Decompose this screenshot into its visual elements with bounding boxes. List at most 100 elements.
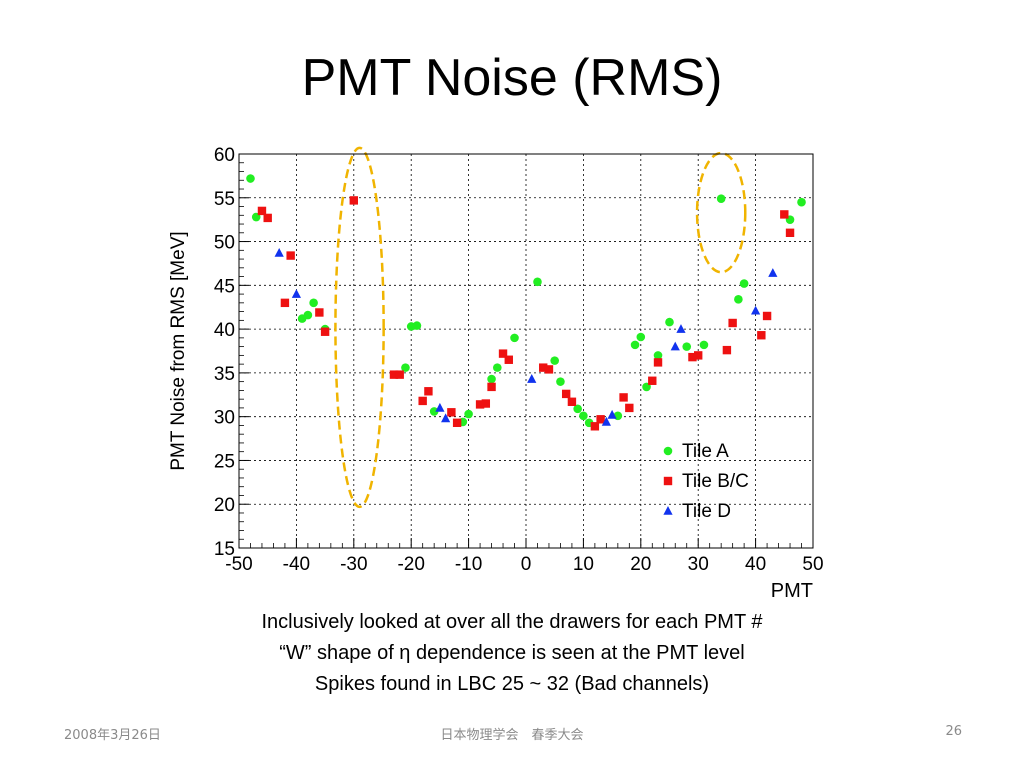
- data-points: [246, 174, 806, 431]
- point-tile-b-c: [452, 418, 462, 427]
- legend-marker-tile-a: [663, 446, 673, 456]
- point-tile-b-c: [757, 331, 766, 340]
- x-axis-ticks: -50 -40 -30 -20 -10 0 10 20 30 40 50: [225, 538, 824, 575]
- point-tile-a: [579, 411, 588, 421]
- point-tile-a: [487, 374, 496, 384]
- point-tile-b-c: [257, 206, 267, 216]
- y-tick-label: 25: [214, 451, 235, 472]
- x-tick-label: -10: [455, 554, 482, 575]
- caption-line-1: Inclusively looked at over all the drawe…: [261, 611, 763, 633]
- y-tick-label: 15: [214, 539, 235, 560]
- point-tile-a: [665, 317, 674, 327]
- point-tile-b-c: [424, 387, 433, 396]
- point-tile-b-c: [619, 393, 628, 402]
- point-tile-b-c: [561, 389, 571, 399]
- y-tick-label: 20: [214, 495, 235, 516]
- point-tile-a: [636, 332, 646, 342]
- x-tick-label: -30: [340, 554, 367, 575]
- point-tile-b-c: [596, 415, 605, 424]
- point-tile-a: [556, 377, 565, 386]
- point-tile-b-c: [389, 370, 399, 379]
- point-tile-a: [797, 197, 806, 207]
- point-tile-b-c: [504, 355, 513, 364]
- point-tile-b-c: [320, 327, 330, 336]
- y-axis-ticks: 15 20 25 30 35 40 45 50 55 60: [214, 145, 249, 560]
- point-tile-b-c: [544, 365, 554, 374]
- slide-caption: Inclusively looked at over all the drawe…: [0, 607, 1024, 700]
- point-tile-d: [274, 247, 284, 257]
- point-tile-a: [429, 407, 439, 416]
- point-tile-b-c: [762, 311, 772, 321]
- y-tick-label: 40: [214, 320, 235, 341]
- y-tick-label: 50: [214, 233, 235, 254]
- x-tick-label: 0: [521, 554, 532, 575]
- highlight-ellipse: [695, 151, 747, 274]
- point-tile-a: [550, 356, 559, 365]
- point-tile-b-c: [498, 349, 508, 358]
- highlight-ellipse: [334, 146, 385, 509]
- legend-label-tile-d: Tile D: [682, 501, 731, 522]
- legend-label-tile-a: Tile A: [682, 441, 729, 462]
- point-tile-d: [607, 409, 617, 419]
- point-tile-b-c: [653, 358, 663, 367]
- footer-date: 2008年3月26日: [64, 728, 161, 743]
- point-tile-d: [601, 416, 611, 426]
- point-tile-a: [653, 351, 663, 360]
- caption-line-3: Spikes found in LBC 25 ~ 32 (Bad channel…: [314, 673, 710, 695]
- footer-event: 日本物理学会 春季大会: [440, 728, 584, 743]
- point-tile-b-c: [481, 399, 491, 408]
- point-tile-b-c: [315, 308, 324, 317]
- point-tile-b-c: [785, 228, 795, 237]
- y-tick-label: 30: [214, 408, 235, 429]
- point-tile-a: [401, 363, 410, 372]
- point-tile-b-c: [475, 400, 485, 409]
- point-tile-b-c: [722, 345, 732, 355]
- point-tile-b-c: [263, 213, 272, 223]
- legend-marker-tile-b-c: [663, 476, 673, 486]
- x-tick-label: 40: [745, 554, 766, 575]
- x-tick-label: 20: [630, 554, 651, 575]
- legend-marker-tile-d: [663, 506, 673, 515]
- plot-frame: [238, 153, 814, 549]
- x-tick-label: 50: [802, 554, 823, 575]
- point-tile-d: [676, 324, 686, 333]
- annotation-ellipses: [334, 146, 747, 509]
- x-tick-label: -40: [283, 554, 310, 575]
- x-tick-label: 10: [573, 554, 594, 575]
- point-tile-a: [510, 333, 519, 343]
- point-tile-a: [246, 174, 255, 183]
- point-tile-a: [464, 409, 473, 419]
- footer-page-number: 26: [945, 724, 962, 739]
- legend-label-tile-b-c: Tile B/C: [682, 471, 749, 492]
- y-tick-label: 60: [214, 145, 235, 166]
- point-tile-d: [435, 402, 445, 412]
- point-tile-b-c: [567, 397, 577, 406]
- point-tile-b-c: [286, 251, 295, 260]
- legend: Tile A Tile B/C Tile D: [663, 441, 749, 522]
- point-tile-a: [682, 342, 692, 351]
- point-tile-b-c: [648, 376, 657, 385]
- point-tile-a: [699, 340, 709, 350]
- point-tile-d: [527, 374, 537, 383]
- point-tile-b-c: [694, 351, 703, 360]
- point-tile-d: [751, 305, 761, 315]
- point-tile-a: [533, 277, 542, 287]
- slide-title: PMT Noise (RMS): [301, 49, 723, 107]
- point-tile-d: [670, 341, 680, 351]
- point-tile-a: [739, 279, 749, 288]
- point-tile-b-c: [780, 210, 789, 219]
- point-tile-d: [441, 413, 451, 423]
- point-tile-b-c: [395, 370, 404, 379]
- point-tile-d: [291, 289, 301, 298]
- x-tick-label: -50: [225, 554, 252, 575]
- point-tile-a: [734, 295, 743, 304]
- point-tile-b-c: [418, 396, 427, 406]
- point-tile-a: [303, 310, 313, 320]
- point-tile-a: [309, 298, 318, 308]
- point-tile-b-c: [487, 382, 496, 392]
- point-tile-b-c: [590, 422, 600, 431]
- y-tick-label: 55: [214, 189, 235, 210]
- point-tile-b-c: [688, 352, 697, 362]
- point-tile-a: [630, 340, 640, 350]
- point-tile-b-c: [539, 363, 548, 372]
